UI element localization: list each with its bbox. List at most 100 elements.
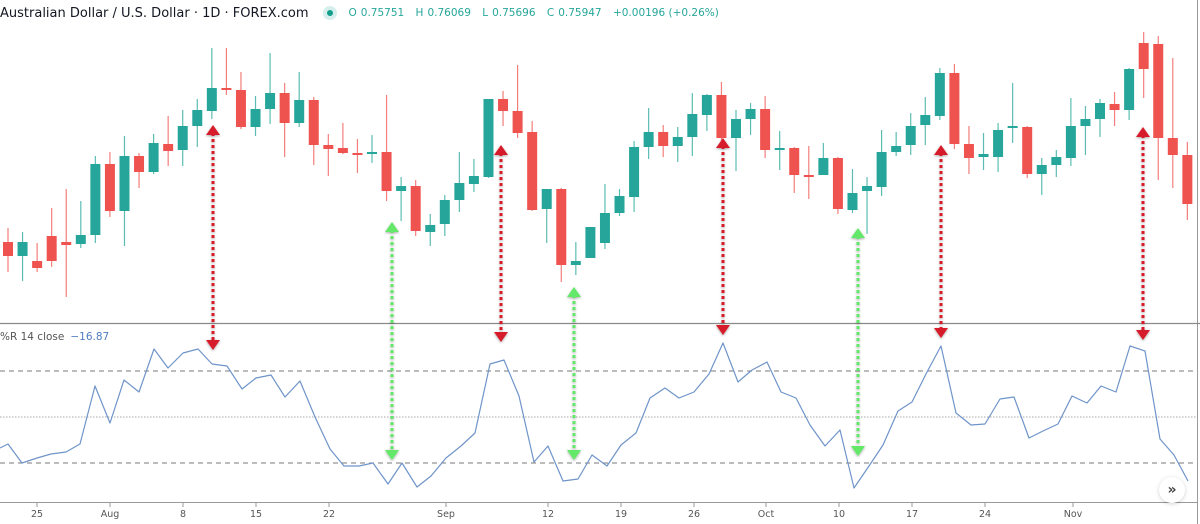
candle [1153, 36, 1164, 180]
candle [978, 133, 989, 170]
indicator-legend[interactable]: %R 14 close −16.87 [0, 331, 109, 343]
candle [818, 143, 829, 175]
candle [250, 96, 261, 136]
high-value: 0.76069 [427, 7, 471, 19]
candle [512, 65, 523, 138]
time-axis-label: Aug [100, 509, 120, 520]
symbol-title[interactable]: Australian Dollar / U.S. Dollar · 1D · F… [0, 5, 309, 21]
candle [949, 64, 960, 149]
low-value: 0.75696 [492, 7, 536, 19]
candle [1124, 68, 1135, 120]
double-arrow-icon [567, 287, 581, 460]
candle [381, 95, 392, 201]
candle [483, 99, 494, 178]
candle [1109, 92, 1120, 126]
double-arrow-icon [851, 228, 865, 456]
candle [1036, 158, 1047, 195]
candle [1065, 98, 1076, 166]
time-axis-label: 24 [978, 509, 992, 520]
double-arrow-icon [385, 222, 399, 460]
candle [876, 130, 887, 196]
market-open-icon [322, 6, 337, 20]
symbol-legend: Australian Dollar / U.S. Dollar · 1D · F… [0, 3, 723, 23]
open-label: O [348, 7, 357, 19]
candle [541, 189, 552, 243]
double-arrow-icon [206, 125, 220, 350]
candle [629, 141, 640, 212]
candle [468, 159, 479, 192]
high-label: H [415, 7, 424, 19]
double-chevron-right-icon: » [1167, 482, 1177, 498]
candle [410, 180, 421, 236]
candle [1080, 106, 1091, 155]
candle [90, 156, 101, 243]
candle [993, 123, 1004, 172]
candle [177, 110, 188, 166]
candle [337, 123, 348, 154]
candle [716, 82, 727, 147]
candle [847, 169, 858, 213]
candle [32, 243, 43, 272]
double-arrow-icon [716, 138, 730, 335]
candle [527, 121, 538, 211]
time-axis-label: 17 [905, 509, 919, 520]
double-arrow-icon [1136, 127, 1150, 340]
time-axis-label: 15 [249, 509, 263, 520]
candle [1051, 150, 1062, 177]
candle [1167, 58, 1178, 188]
candle [789, 147, 800, 193]
candle [308, 97, 319, 165]
candle [294, 72, 305, 127]
candle [1138, 32, 1149, 98]
candle [119, 136, 130, 246]
candle [148, 134, 159, 174]
williams-r-line [0, 342, 1189, 489]
candle [570, 242, 581, 275]
indicator-value: −16.87 [70, 331, 110, 343]
candle [920, 97, 931, 145]
time-axis[interactable]: 25 Aug 8 15 22 Sep 12 19 26 Oct 10 17 24 Nov [0, 503, 1198, 524]
candle [439, 195, 450, 236]
candle [832, 157, 843, 214]
candle [585, 227, 596, 258]
candle [221, 48, 232, 95]
indicator-label: %R 14 close [0, 331, 65, 343]
time-axis-label: Nov [1063, 509, 1083, 520]
time-axis-label: 10 [832, 509, 846, 520]
candle [323, 134, 334, 176]
candle [396, 177, 407, 221]
low-label: L [482, 7, 489, 19]
candle [425, 214, 436, 246]
candle [498, 91, 509, 126]
candle [658, 125, 669, 157]
time-axis-label: 25 [30, 509, 44, 520]
candle [163, 116, 174, 166]
candle [1022, 126, 1033, 178]
candle [1007, 83, 1018, 143]
time-axis-label: 8 [179, 509, 187, 520]
candle [235, 72, 246, 129]
candle [599, 184, 610, 249]
candle [1095, 99, 1105, 137]
candle [206, 48, 217, 119]
candle [17, 232, 28, 281]
candle [265, 53, 276, 124]
open-value: 0.75751 [360, 7, 405, 19]
candle [1182, 142, 1193, 220]
candle [934, 68, 945, 120]
close-label: C [546, 7, 555, 19]
candlestick-series [3, 32, 1193, 297]
time-axis-label: 22 [322, 509, 336, 520]
candle [687, 93, 698, 156]
candle [3, 228, 13, 272]
change-value: +0.00196 (+0.26%) [612, 7, 719, 19]
time-axis-label: 26 [687, 509, 701, 520]
williams-r-levels [0, 370, 1197, 464]
scroll-to-latest-button[interactable]: » [1159, 477, 1185, 503]
candle [891, 132, 902, 156]
candle [672, 127, 683, 162]
candle [643, 108, 654, 159]
double-arrow-icon [934, 145, 948, 338]
